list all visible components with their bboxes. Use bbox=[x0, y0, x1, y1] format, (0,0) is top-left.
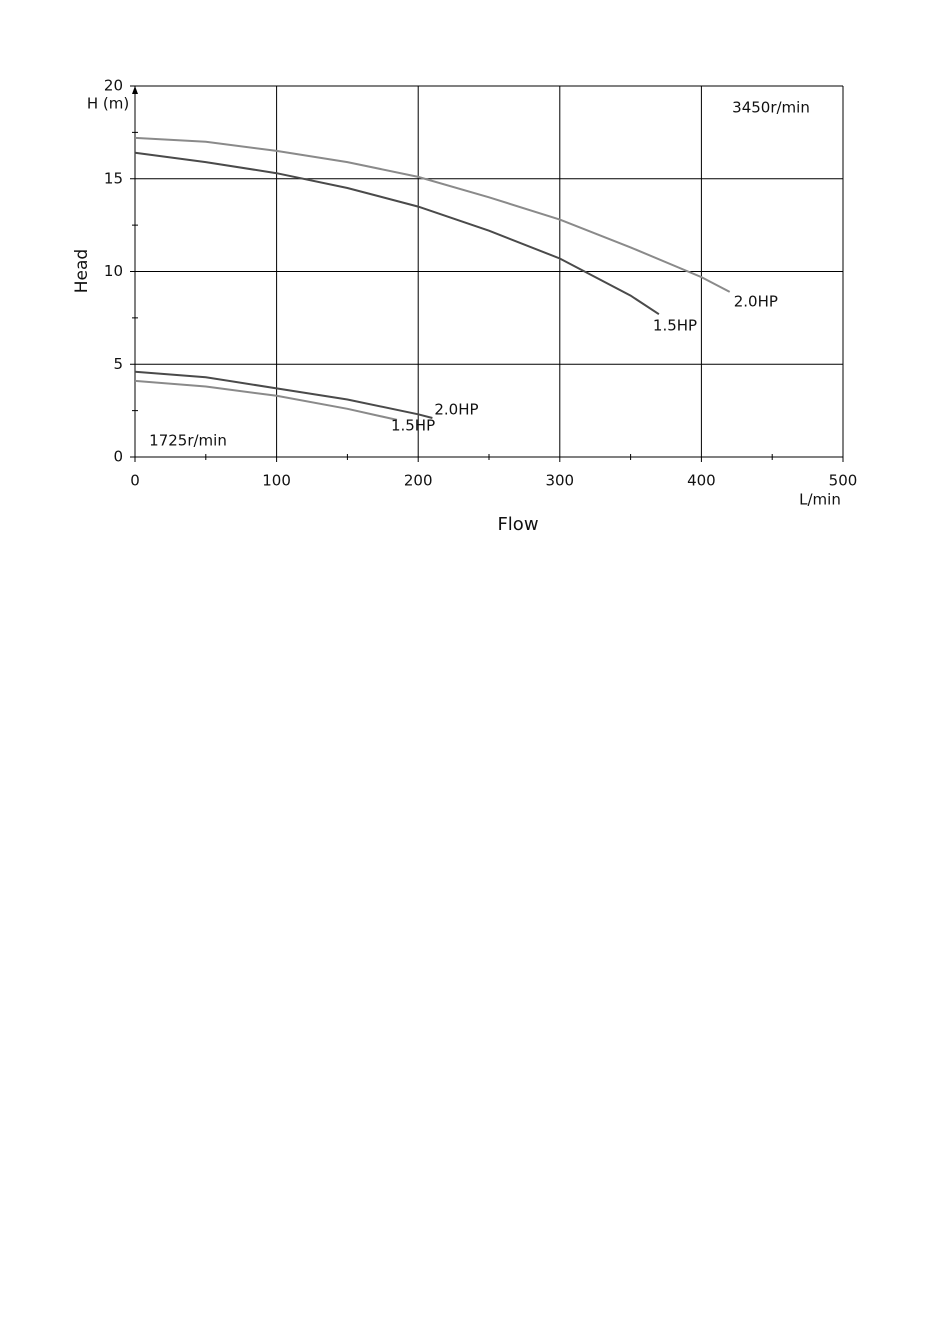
y-axis-label: Head bbox=[72, 249, 92, 293]
curve-label: 2.0HP bbox=[734, 292, 778, 310]
y-tick-label: 5 bbox=[113, 355, 123, 373]
x-tick-label: 200 bbox=[404, 472, 433, 490]
annotation: 3450r/min bbox=[732, 99, 810, 117]
annotation: 1725r/min bbox=[149, 432, 227, 450]
x-tick-label: 0 bbox=[130, 472, 140, 490]
x-tick-label: 500 bbox=[829, 472, 858, 490]
x-tick-label: 100 bbox=[262, 472, 291, 490]
x-unit: L/min bbox=[799, 491, 841, 509]
curve bbox=[134, 136, 731, 293]
y-tick-label: 20 bbox=[104, 77, 123, 95]
curve-label: 1.5HP bbox=[391, 416, 435, 434]
curve-label: 2.0HP bbox=[434, 401, 478, 419]
y-unit: H (m) bbox=[87, 95, 129, 113]
x-axis-label: Flow bbox=[497, 514, 538, 535]
curve bbox=[134, 379, 398, 421]
x-tick-label: 300 bbox=[545, 472, 574, 490]
x-tick-label: 400 bbox=[687, 472, 716, 490]
curve bbox=[134, 370, 433, 419]
y-tick-label: 15 bbox=[104, 169, 123, 187]
curve bbox=[134, 151, 660, 316]
y-axis-arrow bbox=[132, 86, 138, 94]
curve-label: 1.5HP bbox=[653, 317, 697, 335]
y-tick-label: 10 bbox=[104, 262, 123, 280]
y-tick-label: 0 bbox=[113, 448, 123, 466]
